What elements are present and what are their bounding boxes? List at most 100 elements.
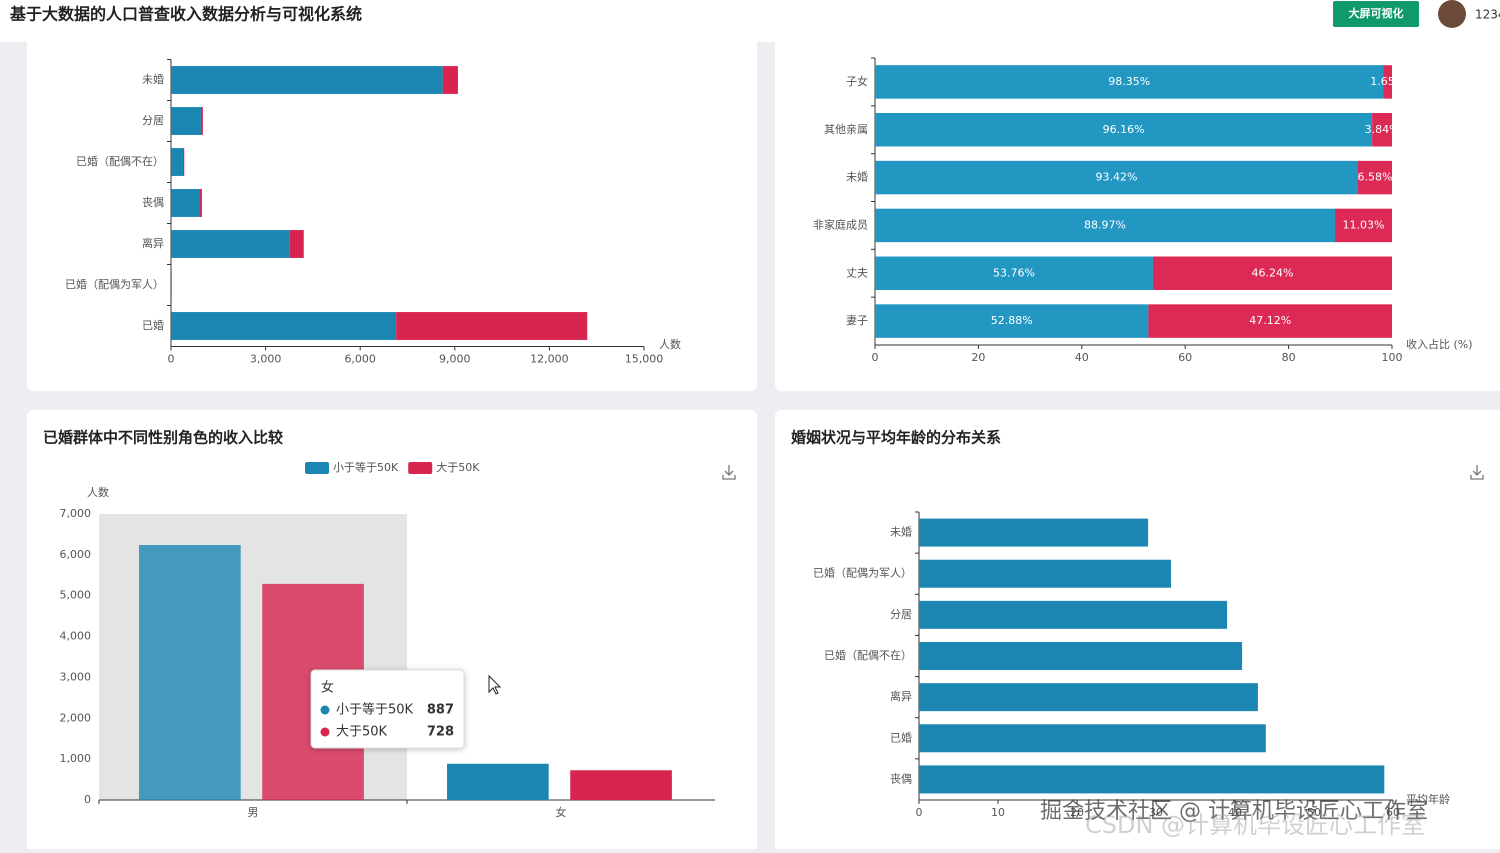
y-tick-label: 分居 xyxy=(142,114,164,127)
bar xyxy=(200,189,202,217)
x-tick-label: 0 xyxy=(168,353,175,366)
value-label: 11.03% xyxy=(1343,218,1385,231)
tooltip-dot xyxy=(321,728,330,737)
x-tick-label: 80 xyxy=(1282,351,1296,364)
x-tick-label: 0 xyxy=(872,351,879,364)
y-tick-label: 未婚 xyxy=(142,72,164,86)
value-label: 53.76% xyxy=(993,266,1035,279)
chart-title: 婚姻状况与平均年龄的分布关系 xyxy=(791,429,1001,447)
y-tick-label: 离异 xyxy=(890,689,912,703)
bar xyxy=(396,312,587,340)
y-tick-label: 其他亲属 xyxy=(824,122,868,136)
bar xyxy=(443,66,458,94)
bar xyxy=(290,230,304,258)
y-tick-label: 离异 xyxy=(142,236,164,250)
tooltip-value: 728 xyxy=(427,725,454,740)
x-tick-label: 男 xyxy=(248,806,259,819)
bar xyxy=(919,683,1258,711)
x-tick-label: 40 xyxy=(1075,351,1089,364)
y-tick-label: 丧偶 xyxy=(890,772,912,785)
legend-swatch xyxy=(305,462,329,474)
tooltip-title: 女 xyxy=(321,680,334,696)
y-tick-label: 已婚（配偶不在） xyxy=(76,154,164,168)
y-tick-label: 已婚（配偶不在） xyxy=(824,648,912,662)
bar xyxy=(919,601,1227,629)
y-tick-label: 子女 xyxy=(846,74,868,88)
y-tick-label: 已婚（配偶为军人） xyxy=(813,566,912,580)
value-label: 98.35% xyxy=(1108,75,1150,88)
y-tick-label: 未婚 xyxy=(890,525,912,539)
value-label: 47.12% xyxy=(1249,314,1291,327)
y-tick-label: 非家庭成员 xyxy=(813,217,868,231)
y-tick-label: 6,000 xyxy=(60,548,92,561)
y-tick-label: 已婚 xyxy=(142,318,164,332)
y-tick-label: 已婚（配偶为军人） xyxy=(65,277,164,291)
value-label: 1.65% xyxy=(1370,75,1405,88)
x-tick-label: 100 xyxy=(1382,351,1403,364)
value-label: 52.88% xyxy=(991,314,1033,327)
y-tick-label: 未婚 xyxy=(846,170,868,184)
bar xyxy=(919,560,1171,588)
x-tick-label: 12,000 xyxy=(530,353,569,366)
tooltip-value: 887 xyxy=(427,703,454,718)
value-label: 93.42% xyxy=(1096,171,1138,184)
tooltip-series: 大于50K xyxy=(336,725,388,740)
bar xyxy=(171,230,290,258)
y-tick-label: 1,000 xyxy=(60,752,92,765)
y-tick-label: 7,000 xyxy=(60,507,92,520)
bar xyxy=(919,642,1242,670)
bar xyxy=(570,770,672,800)
x-axis-name: 收入占比 (%) xyxy=(1406,337,1473,351)
x-tick-label: 60 xyxy=(1178,351,1192,364)
y-tick-label: 3,000 xyxy=(60,670,92,683)
value-label: 3.84% xyxy=(1365,123,1400,136)
legend-label: 大于50K xyxy=(436,460,480,474)
tooltip-dot xyxy=(321,706,330,715)
y-axis-name: 人数 xyxy=(87,486,109,499)
app-title: 基于大数据的人口普查收入数据分析与可视化系统 xyxy=(9,5,362,24)
x-tick-label: 女 xyxy=(556,805,567,819)
y-tick-label: 妻子 xyxy=(846,314,868,327)
bar xyxy=(171,189,200,217)
x-tick-label: 10 xyxy=(991,806,1005,819)
value-label: 88.97% xyxy=(1084,218,1126,231)
bar xyxy=(139,545,241,800)
x-tick-label: 20 xyxy=(971,351,985,364)
avatar[interactable] xyxy=(1438,0,1466,28)
bar xyxy=(183,148,184,176)
value-label: 6.58% xyxy=(1358,171,1393,184)
bar xyxy=(447,764,549,800)
x-tick-label: 6,000 xyxy=(344,353,376,366)
legend-swatch xyxy=(408,462,432,474)
user-name[interactable]: 1234 xyxy=(1475,8,1500,22)
x-tick-label: 15,000 xyxy=(625,353,664,366)
y-tick-label: 4,000 xyxy=(60,630,92,643)
y-tick-label: 已婚 xyxy=(890,730,912,744)
watermark: CSDN @计算机毕设匠心工作室 xyxy=(1085,811,1425,839)
bar xyxy=(171,107,201,135)
bar xyxy=(919,765,1384,793)
bar xyxy=(171,66,443,94)
chart-title: 已婚群体中不同性别角色的收入比较 xyxy=(43,429,283,447)
y-tick-label: 5,000 xyxy=(60,589,92,602)
y-tick-label: 分居 xyxy=(890,608,912,621)
bar xyxy=(919,724,1266,752)
bar xyxy=(919,519,1148,547)
x-tick-label: 0 xyxy=(916,806,923,819)
bar xyxy=(171,148,183,176)
y-tick-label: 丈夫 xyxy=(846,266,868,279)
x-tick-label: 3,000 xyxy=(250,353,282,366)
y-tick-label: 0 xyxy=(84,793,91,806)
bar xyxy=(171,312,396,340)
x-tick-label: 9,000 xyxy=(439,353,471,366)
tooltip-series: 小于等于50K xyxy=(336,702,414,718)
legend-label: 小于等于50K xyxy=(333,460,399,474)
value-label: 46.24% xyxy=(1251,266,1293,279)
screen-button-label[interactable]: 大屏可视化 xyxy=(1349,6,1404,20)
y-tick-label: 2,000 xyxy=(60,711,92,724)
x-axis-name: 人数 xyxy=(659,338,681,351)
value-label: 96.16% xyxy=(1103,123,1145,136)
